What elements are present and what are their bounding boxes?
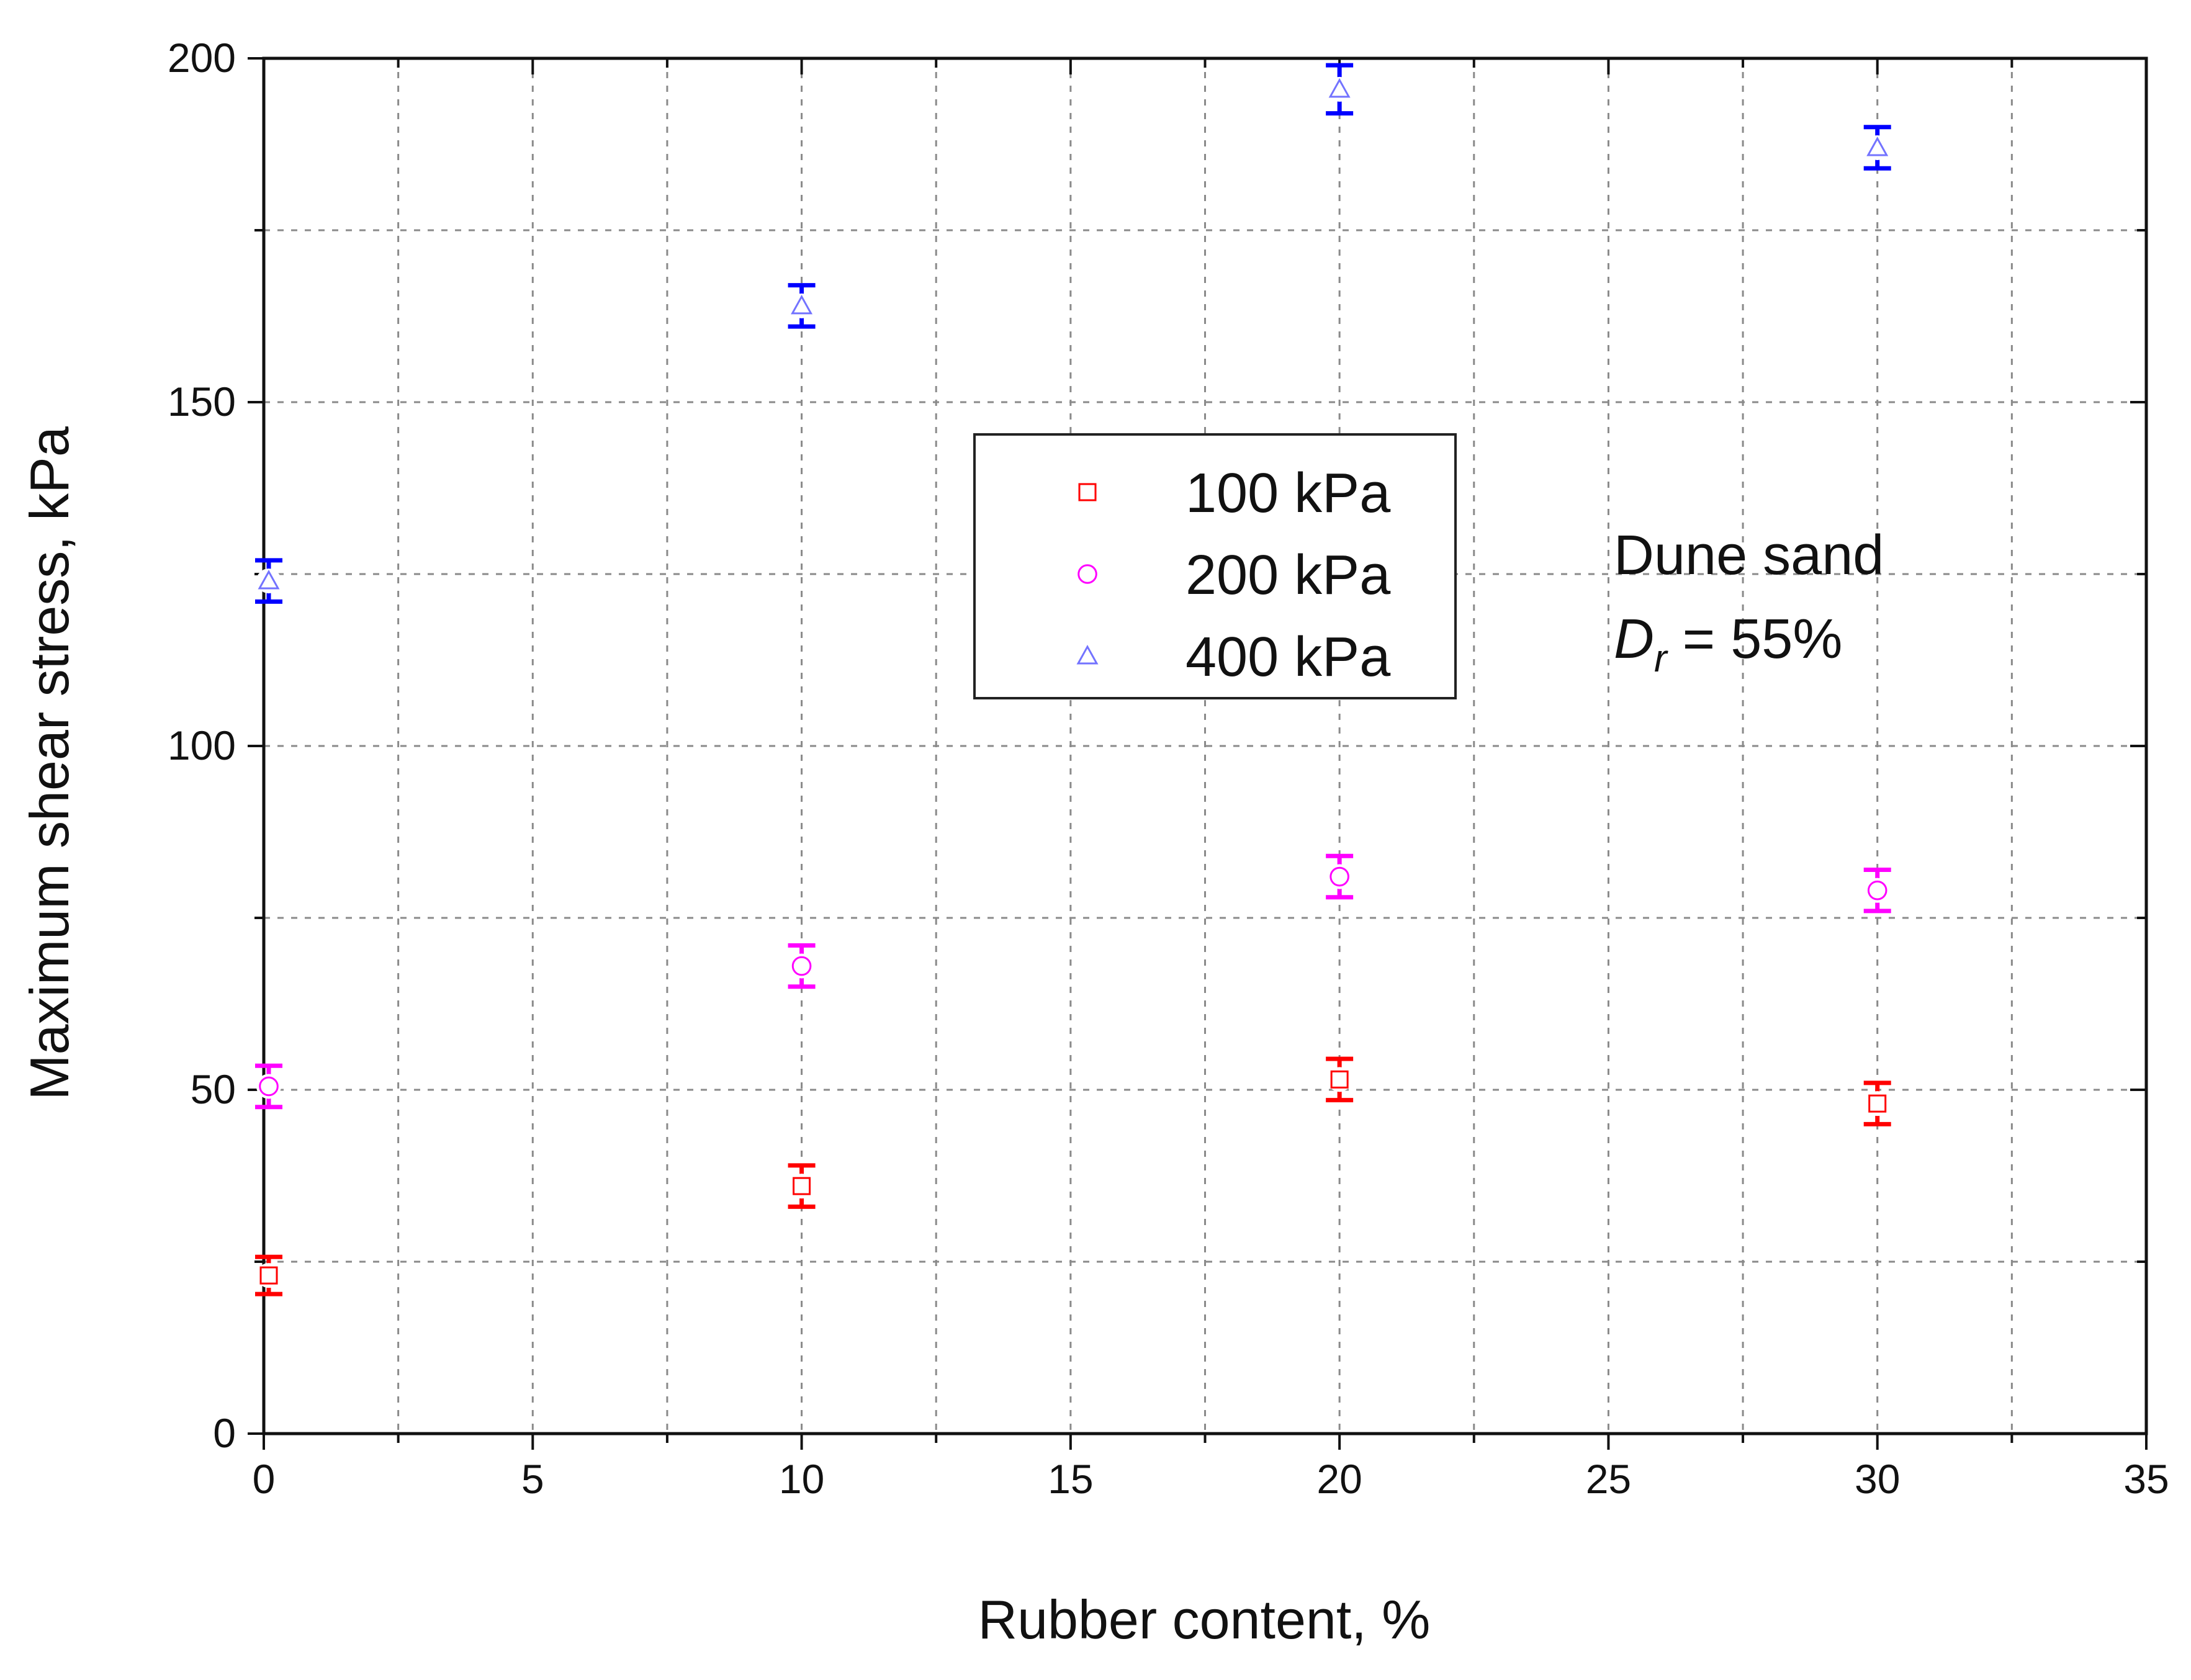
legend-label-200: 200 kPa	[1185, 544, 1391, 606]
y-tick-label: 0	[213, 1410, 236, 1456]
data-point-200-kpa	[1867, 880, 1887, 901]
data-point-400-kpa	[1328, 78, 1351, 98]
marker-backdrop	[789, 293, 814, 318]
marker-backdrop	[256, 568, 281, 594]
x-tick-label: 35	[2123, 1456, 2169, 1502]
data-point-100-kpa	[793, 1177, 811, 1195]
y-tick-label: 150	[168, 379, 236, 424]
data-layer	[255, 63, 1891, 1296]
legend-marker-400-kpa	[1076, 644, 1099, 665]
data-point-100-kpa	[259, 1266, 278, 1285]
marker-backdrop	[789, 1174, 814, 1199]
annotation-dr-symbol: D	[1614, 608, 1654, 670]
marker-backdrop	[256, 1263, 281, 1288]
legend-marker-200-kpa	[1078, 564, 1097, 584]
marker-backdrop	[1865, 1091, 1890, 1116]
data-point-100-kpa	[1330, 1070, 1349, 1089]
legend: 100 kPa 200 kPa 400 kPa	[973, 433, 1457, 699]
x-tick-label: 10	[779, 1456, 824, 1502]
x-tick-label: 0	[253, 1456, 276, 1502]
data-point-400-kpa	[1866, 137, 1889, 156]
marker-backdrop	[1327, 76, 1352, 102]
data-point-200-kpa	[791, 956, 812, 976]
data-point-400-kpa	[258, 570, 280, 590]
legend-markers	[1076, 483, 1099, 665]
x-tick-label: 20	[1316, 1456, 1362, 1502]
legend-label-400: 400 kPa	[1185, 626, 1391, 688]
legend-marker-100-kpa	[1078, 483, 1097, 501]
y-tick-label: 100	[168, 722, 236, 768]
annotation: Dune sand Dr = 55%	[1614, 524, 1884, 680]
legend-label-100: 100 kPa	[1185, 462, 1391, 524]
annotation-line2: Dr = 55%	[1614, 608, 1842, 680]
annotation-line1: Dune sand	[1614, 524, 1884, 586]
annotation-dr-subscript: r	[1654, 637, 1668, 680]
marker-backdrop	[1327, 1067, 1352, 1092]
axes: 0 5 10 15 20 25 30 35 0 50 100 150 200	[168, 35, 2169, 1502]
y-tick-label: 50	[191, 1066, 236, 1112]
x-tick-label: 30	[1855, 1456, 1900, 1502]
data-point-100-kpa	[1868, 1094, 1887, 1113]
legend-box	[973, 433, 1457, 699]
x-tick-label: 25	[1586, 1456, 1631, 1502]
x-axis-title: Rubber content, %	[978, 1589, 1431, 1650]
data-point-200-kpa	[1329, 866, 1349, 887]
x-tick-label: 15	[1048, 1456, 1093, 1502]
annotation-dr-value: = 55%	[1667, 608, 1843, 670]
marker-backdrop	[1865, 135, 1890, 161]
x-tick-label: 5	[521, 1456, 544, 1502]
grid	[264, 58, 2146, 1434]
y-axis-title: Maximum shear stress, kPa	[19, 426, 80, 1100]
data-point-400-kpa	[791, 294, 813, 315]
data-point-200-kpa	[259, 1076, 279, 1097]
y-tick-label: 200	[168, 35, 236, 81]
